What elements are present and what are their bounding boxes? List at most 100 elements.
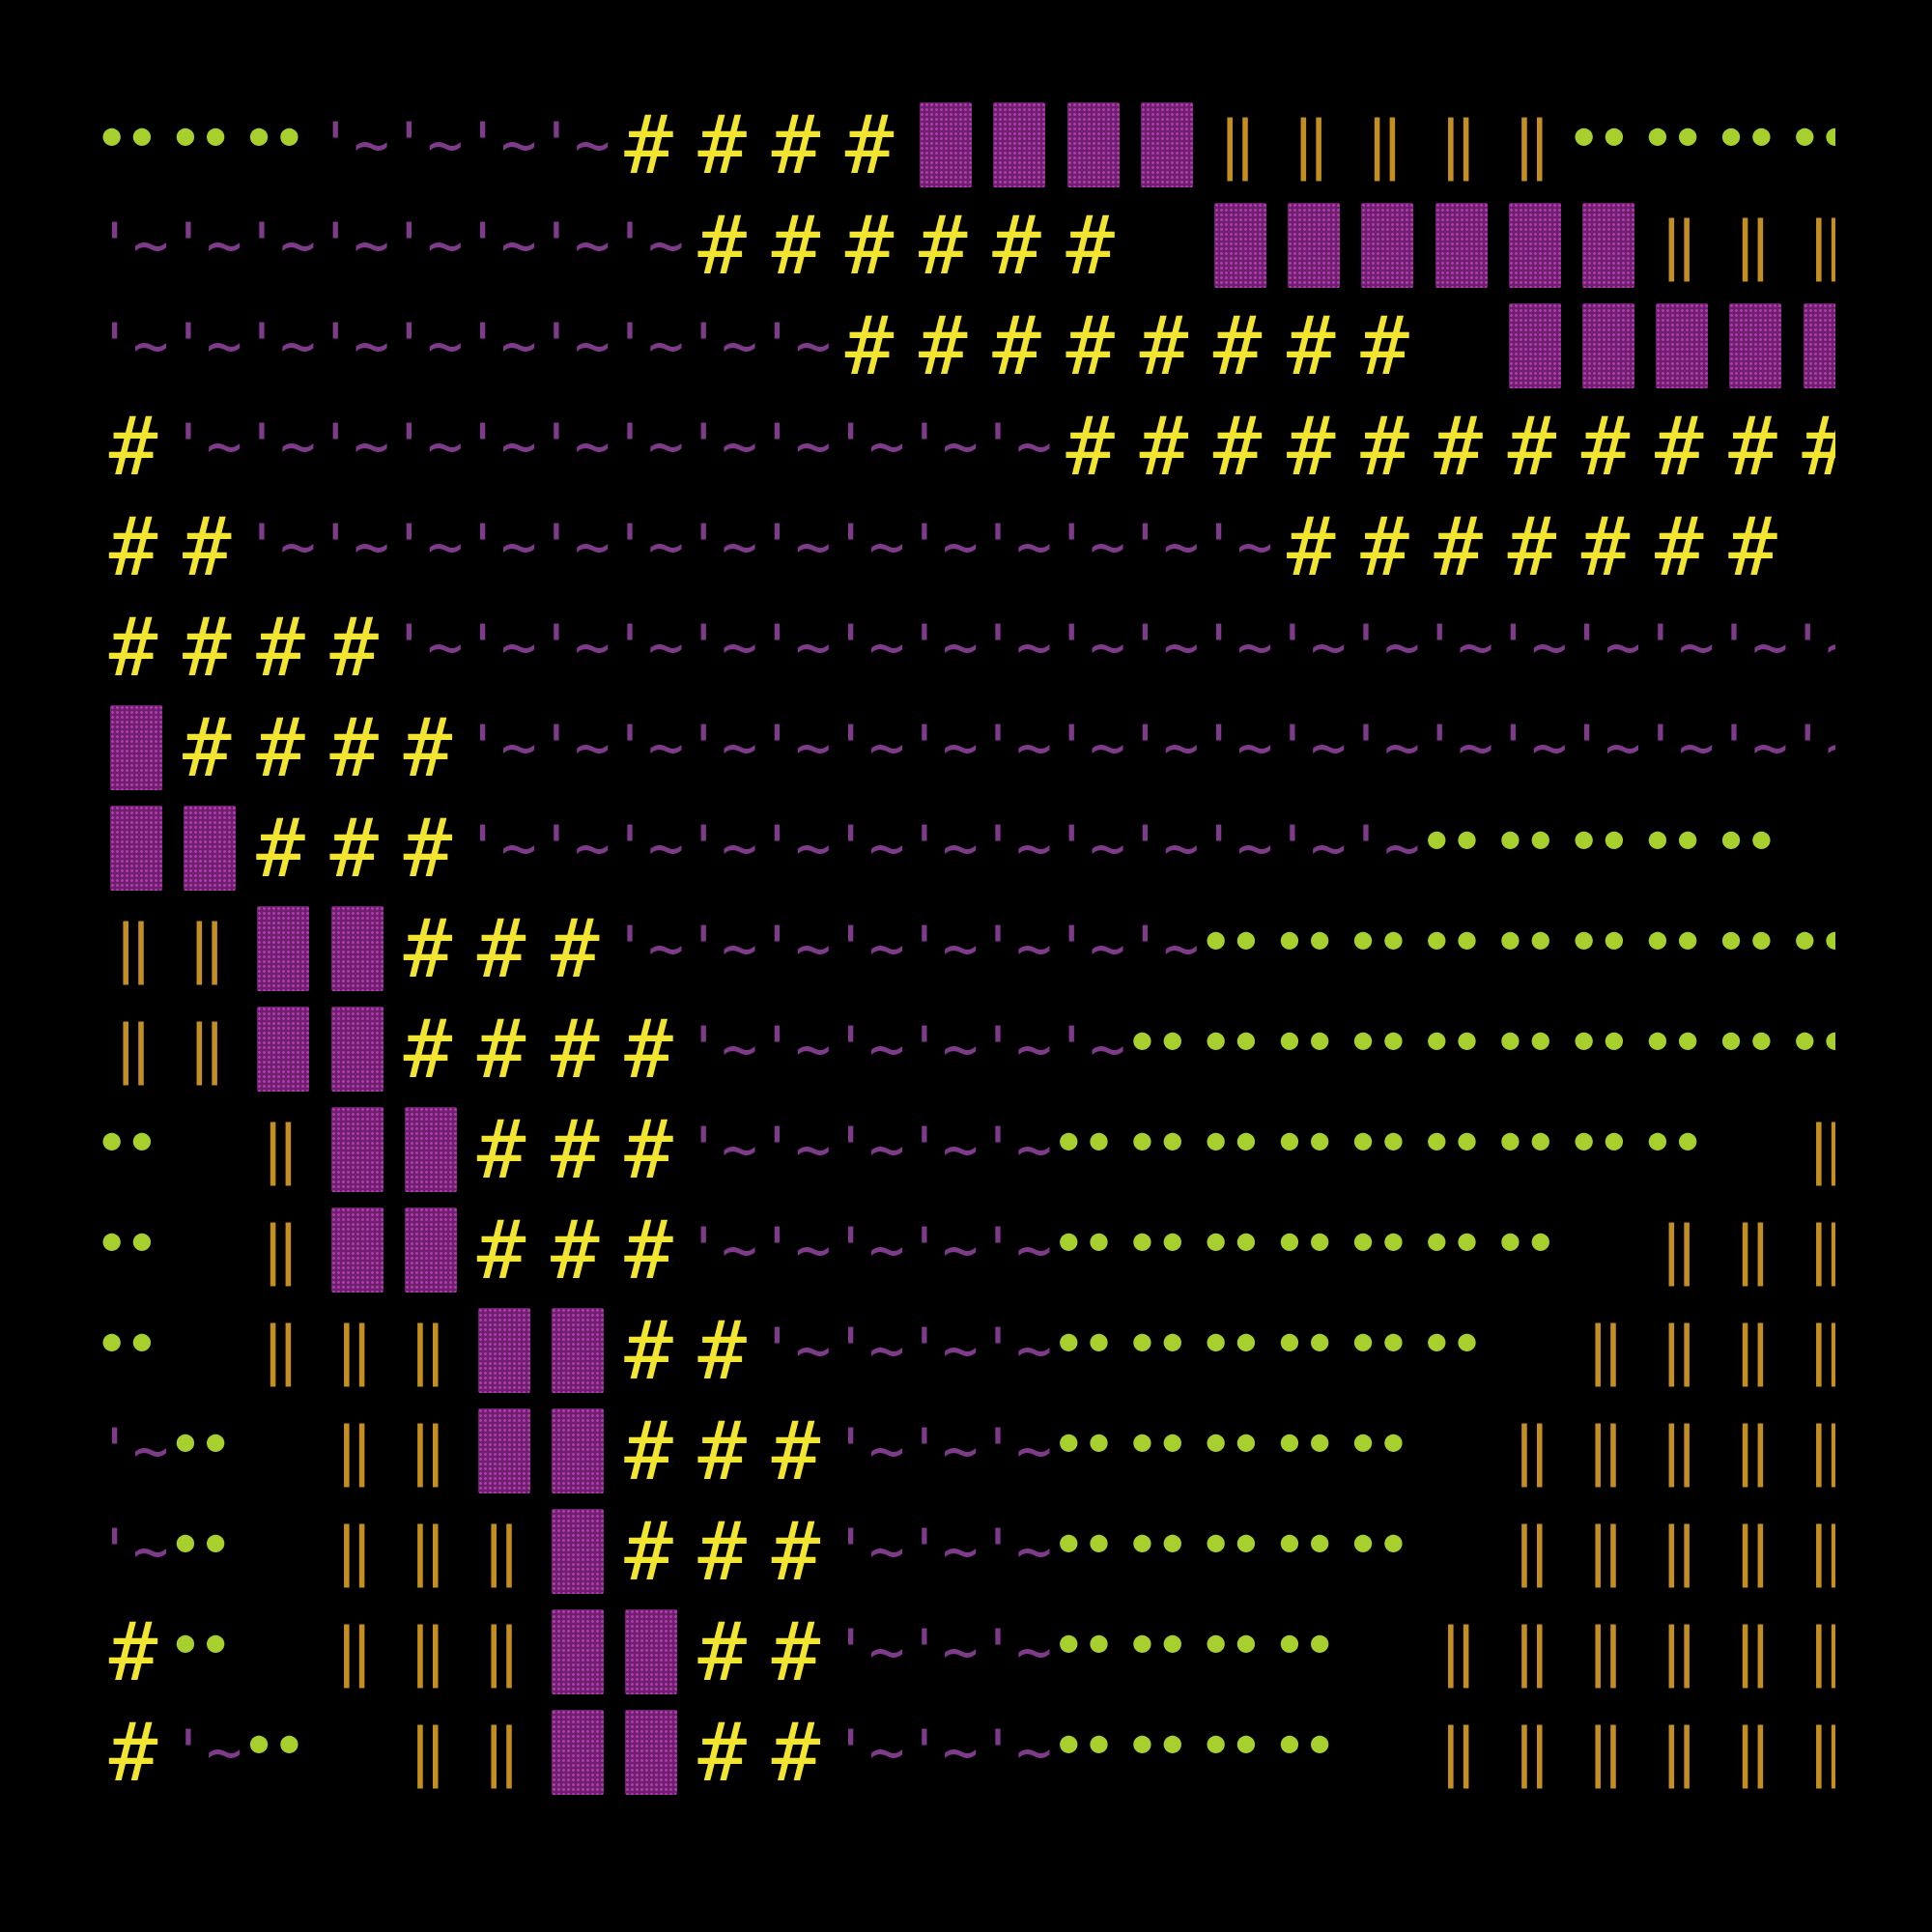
empty-tile <box>1495 1300 1569 1401</box>
grass-tile: •• <box>1274 1517 1335 1575</box>
water-tile: '~ <box>1494 611 1568 682</box>
water-tile: '~ <box>390 611 464 682</box>
water-tile: '~ <box>758 712 832 782</box>
wall-tile: # <box>1360 499 1409 594</box>
wall-tile: # <box>108 499 158 594</box>
grass-tile: •• <box>97 1215 157 1273</box>
water-tile: '~ <box>980 1516 1053 1586</box>
grass-tile: •• <box>1201 1416 1262 1474</box>
wall-tile: # <box>403 801 453 895</box>
water-tile: '~ <box>1569 611 1641 682</box>
grass-tile-fragment: •• <box>1274 83 1335 97</box>
grass-tile: •• <box>1569 1115 1630 1173</box>
grass-tile: •• <box>1274 1014 1335 1072</box>
water-tile: '~ <box>906 913 979 983</box>
grass-tile-fragment: •• <box>1201 83 1262 97</box>
map-row: # # # # '~ '~ '~ '~ '~ '~ '~ '~ '~ '~ '~ '~ '~ '~ '~ '~ '~ '~… <box>97 597 1835 697</box>
pillar-tile: ‖ <box>334 1413 374 1488</box>
wall-tile: # <box>256 801 305 895</box>
water-tile: '~ <box>611 511 685 582</box>
water-tile: '~ <box>980 1616 1053 1687</box>
block-tile <box>538 1602 611 1702</box>
empty-tile <box>318 1702 391 1803</box>
water-tile: '~ <box>833 611 905 682</box>
water-tile: '~ <box>833 1516 905 1586</box>
wall-tile: # <box>624 1002 673 1096</box>
pillar-tile: ‖ <box>1660 1514 1699 1588</box>
grass-tile: •• <box>1274 1617 1335 1675</box>
grass-tile: •• <box>1348 1517 1409 1575</box>
water-tile: '~ <box>170 310 242 381</box>
wall-tile: # <box>108 1705 158 1800</box>
water-tile: '~ <box>465 511 537 582</box>
water-tile: '~ <box>317 411 390 481</box>
empty-tile <box>1716 1099 1789 1200</box>
grass-tile: •• <box>1494 813 1556 871</box>
water-tile: '~ <box>97 310 169 381</box>
water-tile: '~ <box>833 1013 905 1084</box>
grass-tile: •• <box>1494 1215 1556 1273</box>
empty-tile <box>170 1200 243 1300</box>
block-tile <box>1422 195 1495 296</box>
grass-tile: •• <box>1274 1215 1335 1273</box>
water-tile: '~ <box>980 1415 1053 1486</box>
wall-tile: # <box>1434 399 1483 494</box>
water-tile: '~ <box>170 411 242 481</box>
grass-tile: •• <box>1716 1014 1777 1072</box>
water-tile: '~ <box>758 611 832 682</box>
pillar-tile: ‖ <box>1586 1313 1625 1387</box>
wall-tile: # <box>550 1102 600 1197</box>
water-tile: '~ <box>1716 712 1789 782</box>
water-tile: '~ <box>1053 1013 1126 1084</box>
water-tile: '~ <box>980 913 1053 983</box>
water-tile: '~ <box>980 1717 1053 1787</box>
pillar-tile: ‖ <box>261 1112 300 1186</box>
grass-tile: •• <box>1421 914 1483 972</box>
map-row: # # '~ '~ '~ '~ '~ '~ '~ '~ '~ '~ '~ '~ '~ '~ # # # # # # # <box>97 497 1835 597</box>
pillar-tile: ‖ <box>1790 1200 1835 1300</box>
grass-tile: •• <box>1201 1316 1262 1374</box>
wall-tile: # <box>624 1504 673 1599</box>
water-tile: '~ <box>538 511 611 582</box>
grass-tile: •• <box>1201 1115 1262 1173</box>
water-tile: '~ <box>906 1516 979 1586</box>
pillar-tile: ‖ <box>187 1011 227 1086</box>
water-tile: '~ <box>685 310 758 381</box>
block-tile <box>97 798 170 898</box>
wall-tile: # <box>844 98 895 192</box>
water-tile: '~ <box>833 1616 905 1687</box>
water-tile: '~ <box>906 411 979 481</box>
empty-tile <box>170 1099 243 1200</box>
water-tile: '~ <box>906 1315 979 1385</box>
water-tile: '~ <box>243 411 317 481</box>
water-tile: '~ <box>465 210 537 280</box>
grass-tile: •• <box>170 1517 231 1575</box>
block-tile <box>391 1099 465 1200</box>
water-tile: '~ <box>390 109 464 180</box>
wall-tile: # <box>624 98 673 192</box>
water-tile: '~ <box>906 712 979 782</box>
water-tile: '~ <box>980 1214 1053 1285</box>
water-tile: '~ <box>538 310 611 381</box>
block-tile <box>318 1099 391 1200</box>
block-tile <box>1495 296 1569 396</box>
grass-tile: •• <box>1126 1617 1188 1675</box>
wall-tile: # <box>256 600 305 695</box>
pillar-tile: ‖ <box>1438 1614 1478 1689</box>
water-tile: '~ <box>1789 611 1835 682</box>
wall-tile: # <box>918 298 968 393</box>
block-tile <box>391 1200 465 1300</box>
grass-tile: •• <box>1494 1014 1556 1072</box>
grass-tile: •• <box>1201 1517 1262 1575</box>
pillar-tile: ‖ <box>1586 1715 1625 1789</box>
water-tile: '~ <box>833 812 905 883</box>
grass-tile: •• <box>1053 1115 1115 1173</box>
pillar-tile: ‖ <box>1513 107 1551 182</box>
water-tile: '~ <box>980 511 1053 582</box>
block-tile <box>1790 296 1835 396</box>
wall-tile: # <box>624 1102 673 1197</box>
pillar-tile: ‖ <box>1790 1501 1835 1602</box>
grass-tile: •• <box>1126 1316 1188 1374</box>
map-row: #'~'~'~'~'~'~'~'~'~'~'~'~########### <box>97 396 1835 497</box>
empty-tile <box>1348 1702 1421 1803</box>
